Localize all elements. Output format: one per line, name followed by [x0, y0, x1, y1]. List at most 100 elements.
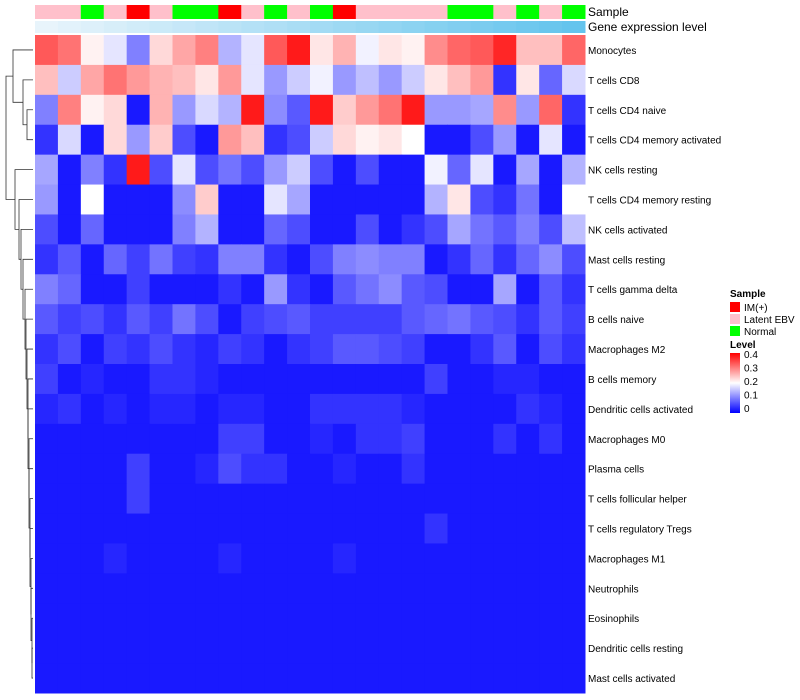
heatmap-cell: [195, 274, 219, 305]
heatmap-cell: [539, 423, 563, 455]
row-label: Mast cells activated: [588, 674, 675, 685]
heatmap-cell: [149, 513, 173, 544]
heatmap-cell: [80, 154, 105, 186]
row-label: T cells CD4 naive: [588, 106, 667, 117]
heatmap-cell: [218, 35, 242, 66]
row-label: Dendritic cells activated: [588, 405, 693, 416]
heatmap-cell: [103, 633, 128, 664]
heatmap-cell: [332, 154, 357, 186]
heatmap-cell: [378, 124, 403, 156]
heatmap-cell: [241, 274, 265, 305]
heatmap-cell: [241, 304, 265, 335]
heatmap-cell: [218, 214, 242, 245]
heatmap-cell: [355, 304, 380, 335]
heatmap-cell: [516, 364, 540, 395]
heatmap-cell: [195, 334, 219, 365]
heatmap-cell: [35, 274, 59, 305]
heatmap-cell: [149, 244, 173, 275]
heatmap-cell: [264, 214, 288, 245]
heatmap-cell: [447, 364, 471, 395]
heatmap-cell: [424, 423, 448, 455]
row-label: Dendritic cells resting: [588, 644, 683, 655]
heatmap-cell: [103, 453, 128, 485]
heatmap-cell: [126, 244, 151, 275]
heatmap-cell: [310, 364, 334, 395]
heatmap-cell: [562, 364, 586, 395]
heatmap-cell: [539, 64, 563, 96]
expression-annotation-cell: [539, 21, 563, 33]
row-label: Neutrophils: [588, 584, 639, 595]
heatmap-cell: [172, 513, 196, 544]
heatmap-cell: [562, 214, 586, 245]
heatmap-cell: [287, 453, 311, 485]
heatmap-cell: [447, 184, 471, 215]
heatmap-cell: [35, 453, 59, 485]
heatmap-cell: [355, 453, 380, 485]
heatmap-cell: [287, 35, 311, 66]
heatmap-cell: [218, 124, 242, 156]
expression-annotation-cell: [241, 21, 265, 33]
dendrogram-branch: [29, 528, 33, 587]
dendrogram-branch: [5, 75, 15, 200]
heatmap-cell: [470, 154, 494, 186]
heatmap-cell: [149, 453, 173, 485]
heatmap-cell: [103, 364, 128, 395]
heatmap-cell: [57, 663, 82, 694]
heatmap-cell: [241, 543, 265, 574]
heatmap-cell: [332, 453, 357, 485]
heatmap-cell: [35, 154, 59, 186]
heatmap-cell: [401, 64, 426, 96]
heatmap-cell: [287, 573, 311, 604]
dendrogram-branch: [27, 378, 33, 439]
heatmap-cell: [287, 274, 311, 305]
dendrogram-branch: [29, 498, 33, 558]
heatmap-cell: [103, 274, 128, 305]
heatmap-cell: [516, 603, 540, 634]
sample-annotation-cell: [126, 5, 151, 19]
heatmap-cell: [149, 214, 173, 245]
heatmap-cell: [424, 603, 448, 634]
row-label: T cells CD8: [588, 76, 640, 87]
heatmap-cell: [126, 364, 151, 395]
legend-level-tick: 0.4: [744, 350, 758, 361]
sample-annotation-label: Sample: [588, 5, 629, 19]
sample-annotation-cell: [539, 5, 563, 19]
row-label: Macrophages M2: [588, 345, 666, 356]
heatmap-cell: [355, 334, 380, 365]
heatmap-cell: [332, 603, 357, 634]
heatmap-cell: [470, 274, 494, 305]
heatmap-cell: [401, 393, 426, 425]
heatmap-cell: [264, 513, 288, 544]
heatmap-cell: [516, 214, 540, 245]
heatmap-cell: [401, 124, 426, 156]
sample-annotation-cell: [287, 5, 311, 19]
heatmap-cell: [424, 214, 448, 245]
heatmap-cell: [539, 334, 563, 365]
heatmap-cell: [447, 633, 471, 664]
heatmap-cell: [172, 453, 196, 485]
heatmap-cell: [310, 35, 334, 66]
heatmap-cell: [103, 423, 128, 455]
heatmap-cell: [57, 423, 82, 455]
heatmap-cell: [424, 154, 448, 186]
expression-annotation-cell: [447, 21, 471, 33]
heatmap-cell: [516, 423, 540, 455]
heatmap-cell: [562, 603, 586, 634]
heatmap-cell: [493, 543, 517, 574]
heatmap-cell: [401, 364, 426, 395]
heatmap-cell: [103, 513, 128, 544]
heatmap-cell: [332, 334, 357, 365]
heatmap-cell: [195, 94, 219, 126]
heatmap-cell: [332, 573, 357, 604]
heatmap-cell: [149, 393, 173, 425]
sample-annotation-cell: [401, 5, 426, 19]
heatmap-cell: [264, 543, 288, 574]
heatmap-cell: [172, 663, 196, 694]
heatmap-cell: [241, 184, 265, 215]
sample-annotation-cell: [332, 5, 357, 19]
expression-annotation-cell: [401, 21, 426, 33]
heatmap-cell: [172, 543, 196, 574]
heatmap-cell: [57, 334, 82, 365]
heatmap-cell: [80, 543, 105, 574]
heatmap-cell: [126, 124, 151, 156]
